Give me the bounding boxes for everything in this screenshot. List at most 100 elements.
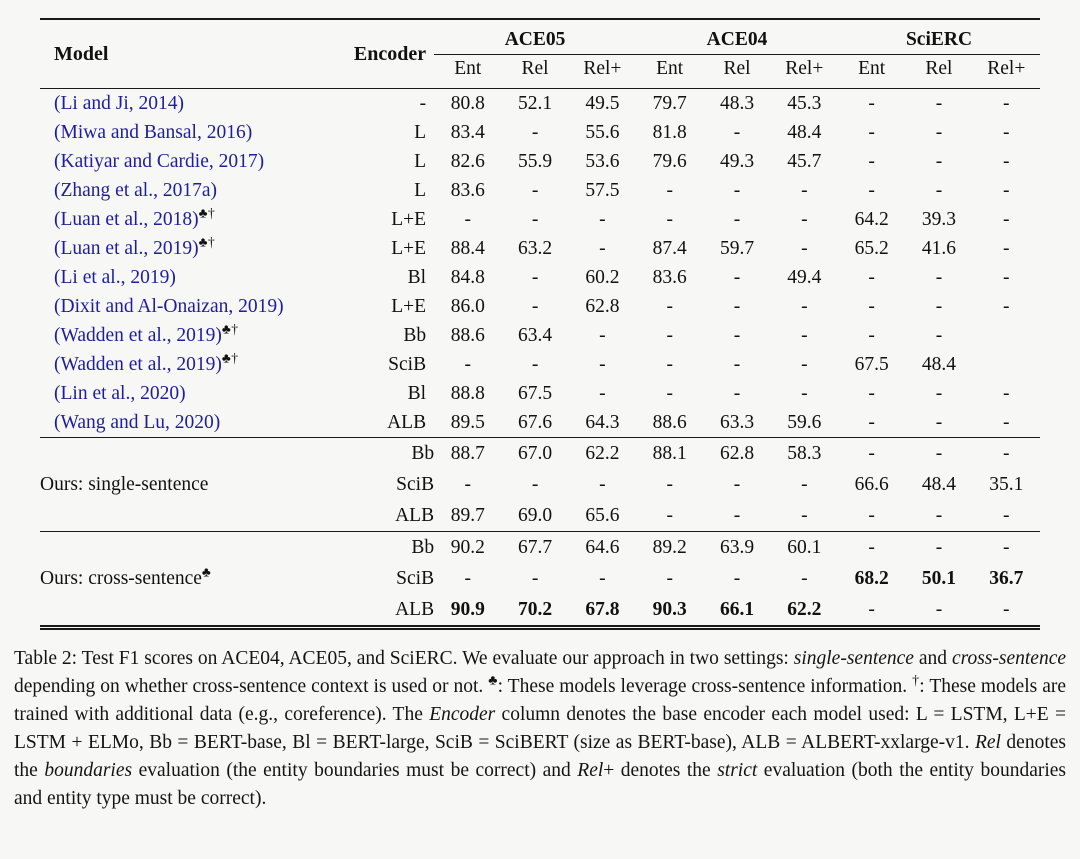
score-cell: - [868,382,875,404]
table-row: (Li et al., 2019) Bl 84.8 - 60.2 83.6 - 49.4 - - - [40,263,1040,292]
score-cell: 62.2 [787,598,822,620]
score-cell: 66.1 [719,598,755,620]
score-cell: - [868,121,875,143]
subcol-header-ace05-rel: Rel [501,54,569,89]
score-cell: - [935,150,943,172]
model-cell: (Li et al., 2019) [40,263,336,292]
citation-link[interactable]: (Miwa and Bansal, 2016) [54,121,253,143]
score-cell: 79.6 [652,150,687,172]
score-cell: 70.2 [518,598,553,620]
subcol-header-scierc-ent: Ent [837,54,906,89]
citation-link[interactable]: (Wang and Lu, 2020) [54,411,221,433]
table-row: (Wadden et al., 2019)♣† Bb 88.6 63.4 - - - - - - [40,321,1040,350]
citation-link[interactable]: (Luan et al., 2019) [54,237,199,259]
score-cell: - [935,324,943,346]
citation-link[interactable]: (Lin et al., 2020) [54,382,186,404]
score-cell: - [801,504,808,526]
encoder-cell: SciB [388,353,427,375]
footnote-marks: ♣† [221,350,239,365]
results-table: Model Encoder ACE05 ACE04 SciERC Ent Rel Rel+ En… [40,18,1040,630]
model-cell: (Katiyar and Cardie, 2017) [40,147,336,176]
score-cell: - [599,237,606,259]
score-cell: 81.8 [652,121,687,143]
group-header-ace04: ACE04 [636,19,838,55]
score-cell: - [1003,208,1010,230]
score-cell: - [935,598,943,620]
caption-footnote-symbol: † [912,673,920,689]
citation-link[interactable]: (Zhang et al., 2017a) [54,179,217,201]
subcol-header-ace05-ent: Ent [434,54,502,89]
citation-link[interactable]: (Wadden et al., 2019) [54,324,222,346]
caption-italic-term: Rel [974,732,1001,753]
score-cell: - [935,504,943,526]
score-cell: 67.0 [518,442,553,464]
score-cell: 64.2 [854,208,889,230]
caption-text: + denotes the [603,760,718,781]
citation-link[interactable]: (Wadden et al., 2019) [54,353,222,375]
score-cell: 45.3 [787,92,822,114]
model-cell: (Zhang et al., 2017a) [40,176,336,205]
caption-text: : These models are trained with addition… [14,676,1067,725]
citation-link[interactable]: (Li and Ji, 2014) [54,92,184,114]
score-cell: 88.4 [450,237,485,259]
ours-single-sentence-section: Ours: single-sentence Bb 88.7 67.0 62.2 88.1 6… [40,437,1040,532]
encoder-cell: L [414,179,427,201]
table-row: Ours: single-sentence Bb 88.7 67.0 62.2 88.1 6… [40,438,1040,495]
score-cell: 48.4 [787,121,822,143]
score-cell: - [1003,266,1010,288]
subcol-header-ace04-rel: Rel [703,54,771,89]
score-cell: 90.2 [450,536,485,558]
table-row: (Zhang et al., 2017a) L 83.6 - 57.5 - - - - - - [40,176,1040,205]
encoder-cell: SciB [396,567,435,589]
score-cell: - [733,567,741,589]
score-cell: - [868,411,875,433]
ours-cross-sentence-section: Ours: cross-sentence♣ Bb 90.2 67.7 64.6 89.2 6… [40,531,1040,628]
score-cell: - [868,324,875,346]
score-cell: 67.5 [854,353,889,375]
group-header-scierc: SciERC [837,19,1040,55]
model-cell: (Lin et al., 2020) [40,379,336,408]
score-cell: - [1003,442,1010,464]
citation-link[interactable]: (Katiyar and Cardie, 2017) [54,150,265,172]
col-header-encoder: Encoder [336,19,435,89]
encoder-cell: L+E [391,295,427,317]
score-cell: - [868,179,875,201]
caption-text: column denotes the base encoder each mod… [14,704,1066,753]
score-cell: - [868,442,875,464]
citation-link[interactable]: (Dixit and Al-Onaizan, 2019) [54,295,284,317]
score-cell: - [1003,92,1010,114]
score-cell: - [733,353,741,375]
encoder-cell: L [414,121,427,143]
score-cell: 87.4 [652,237,687,259]
score-cell: - [1003,295,1010,317]
score-cell: 89.5 [450,411,485,433]
score-cell: 63.4 [518,324,553,346]
subcol-header-scierc-relplus: Rel+ [972,54,1040,89]
score-cell: 67.8 [585,598,620,620]
table-row: (Wang and Lu, 2020) ALB 89.5 67.6 64.3 88.6 63… [40,408,1040,438]
encoder-cell: Bb [411,442,435,464]
score-cell: - [1003,150,1010,172]
score-cell: - [935,295,943,317]
subcol-header-ace05-relplus: Rel+ [568,54,637,89]
score-cell: - [801,237,808,259]
score-cell: 48.3 [719,92,755,114]
score-cell: 35.1 [989,473,1024,495]
score-cell: 65.2 [854,237,889,259]
citation-link[interactable]: (Luan et al., 2018) [54,208,199,230]
encoder-cell: L+E [391,208,427,230]
caption-text: denotes the [14,732,1066,781]
citation-link[interactable]: (Li et al., 2019) [54,266,176,288]
ours-single-sentence-label: Ours: single-sentence [40,473,209,495]
footnote-marks: ♣† [198,205,216,220]
score-cell: - [599,473,606,495]
score-cell: 84.8 [450,266,485,288]
caption-italic-term: cross-sentence [951,648,1067,669]
model-cell: (Li and Ji, 2014) [40,89,336,119]
caption-text: : These models leverage cross-sentence i… [497,676,913,697]
score-cell: 53.6 [585,150,620,172]
encoder-cell: ALB [395,504,435,526]
score-cell: - [733,324,741,346]
score-cell: 83.6 [652,266,687,288]
score-cell: 52.1 [518,92,553,114]
